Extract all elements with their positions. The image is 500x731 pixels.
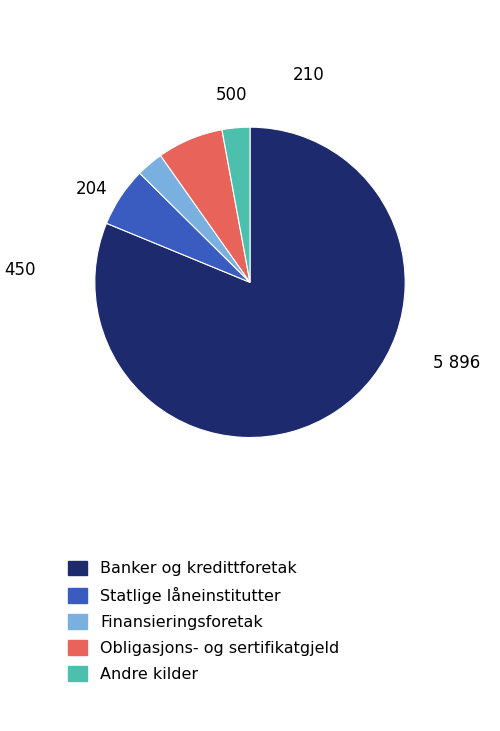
Text: 450: 450	[4, 261, 36, 279]
Text: 204: 204	[76, 181, 107, 198]
Text: 500: 500	[216, 86, 248, 104]
Wedge shape	[140, 156, 250, 282]
Text: 210: 210	[293, 66, 325, 84]
Legend: Banker og kredittforetak, Statlige låneinstitutter, Finansieringsforetak, Obliga: Banker og kredittforetak, Statlige lånei…	[68, 561, 339, 682]
Wedge shape	[106, 173, 250, 282]
Wedge shape	[95, 127, 405, 438]
Wedge shape	[160, 129, 250, 282]
Wedge shape	[222, 127, 250, 282]
Text: 5 896: 5 896	[433, 354, 480, 372]
